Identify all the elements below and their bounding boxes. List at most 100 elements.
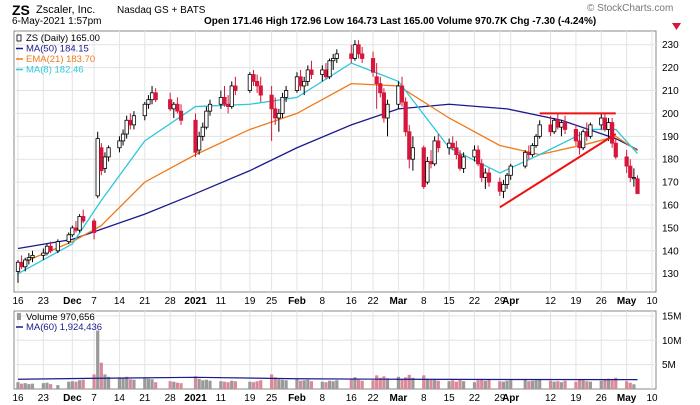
candle-down — [381, 92, 387, 119]
legend-ema21: EMA(21) 183.70 — [26, 54, 95, 65]
candle-up — [588, 124, 593, 137]
x-axis-label: 8 — [421, 296, 427, 307]
watermark: © StockCharts.com — [587, 3, 674, 14]
candle-down — [628, 165, 633, 178]
x-axis-label: 11 — [216, 296, 227, 307]
candle-up — [294, 76, 300, 91]
x-axis-label: 15 — [444, 296, 456, 307]
candle-down — [454, 147, 459, 156]
volume-bar — [226, 382, 230, 389]
candle-up — [247, 74, 252, 91]
candle-up — [120, 133, 126, 142]
price-axis-label: 210 — [662, 86, 679, 97]
volume-bar — [411, 377, 415, 389]
volume-bar — [150, 379, 154, 389]
candle-up — [124, 119, 129, 135]
volume-bar — [425, 378, 429, 389]
volume-x-axis-label: 8 — [320, 393, 326, 404]
volume-x-axis-label: 10 — [646, 393, 658, 404]
volume-bar — [230, 380, 234, 389]
candle-up — [15, 261, 21, 272]
volume-bar — [382, 376, 386, 389]
candle-up — [41, 252, 46, 256]
candle-down — [19, 261, 24, 268]
candle-up — [131, 115, 137, 126]
legend-candle-swatch — [16, 34, 22, 42]
price-axis-label: 150 — [662, 223, 679, 234]
candle-up — [461, 156, 466, 169]
candle-up — [26, 257, 31, 261]
candle-up — [483, 172, 488, 178]
volume-ma-line — [17, 376, 638, 381]
candle-up — [102, 156, 108, 169]
volume-bar — [422, 375, 426, 389]
volume-bar — [259, 380, 263, 389]
volume-x-axis-label: 11 — [216, 393, 227, 404]
support-trend-line — [499, 133, 617, 209]
candle-down — [153, 92, 158, 101]
volume-bar — [599, 380, 603, 389]
volume-bar — [74, 381, 78, 389]
volume-bar — [306, 379, 310, 389]
volume-x-axis-label: 22 — [367, 393, 379, 404]
candle-up — [599, 117, 604, 126]
volume-bar — [404, 377, 408, 389]
price-axis-label: 190 — [662, 132, 679, 143]
candle-up — [447, 142, 452, 149]
legend-ma8: MA(8) 182.46 — [26, 65, 84, 76]
volume-x-axis-label: 15 — [444, 393, 456, 404]
volume-x-axis-label: 21 — [139, 393, 151, 404]
candle-down — [613, 142, 618, 158]
quote-datetime: 6-May-2021 1:57pm — [12, 16, 102, 27]
candle-up — [149, 92, 155, 101]
volume-bar — [360, 380, 364, 389]
volume-bar — [16, 382, 20, 389]
volume-bar — [41, 383, 45, 389]
candle-down — [349, 53, 354, 59]
candle-down — [436, 140, 441, 149]
candle-down — [378, 83, 383, 94]
volume-bar — [222, 381, 227, 389]
candle-up — [352, 44, 358, 59]
volume-bar — [509, 380, 513, 389]
candle-down — [370, 58, 376, 73]
candle-down — [421, 147, 426, 188]
volume-x-axis-label: Apr — [502, 393, 519, 404]
volume-bar — [201, 380, 205, 389]
volume-x-axis-label: Feb — [288, 393, 306, 404]
x-axis-label: 14 — [114, 296, 126, 307]
volume-bar — [556, 381, 560, 389]
candle-down — [73, 227, 79, 231]
volume-x-axis-label: 2021 — [184, 393, 207, 404]
volume-bar — [103, 374, 107, 389]
candle-down — [356, 44, 361, 55]
candle-down — [526, 151, 531, 156]
volume-bar — [77, 380, 82, 389]
volume-bar — [125, 376, 129, 389]
volume-bar — [172, 381, 176, 389]
volume-bar — [179, 383, 183, 389]
candle-up — [508, 165, 513, 176]
volume-bar — [132, 379, 136, 389]
volume-bar — [106, 376, 111, 389]
x-axis-label: 16 — [12, 296, 24, 307]
volume-bar — [574, 381, 578, 389]
volume-bar — [487, 379, 491, 389]
volume-bar — [335, 380, 339, 389]
volume-bar — [454, 381, 458, 389]
volume-bar — [23, 383, 27, 389]
candle-up — [117, 140, 122, 149]
x-axis-label: May — [617, 296, 637, 307]
candle-down — [233, 85, 238, 91]
volume-x-axis-label: 29 — [494, 393, 506, 404]
volume-bar — [400, 379, 404, 389]
volume-x-axis-label: 25 — [266, 393, 278, 404]
candle-up — [606, 122, 611, 130]
volume-bar — [197, 378, 201, 389]
volume-bar — [295, 379, 299, 389]
volume-bar — [433, 379, 437, 389]
candle-down — [497, 181, 502, 192]
volume-bar — [462, 381, 466, 389]
volume-x-axis-label: 14 — [114, 393, 126, 404]
